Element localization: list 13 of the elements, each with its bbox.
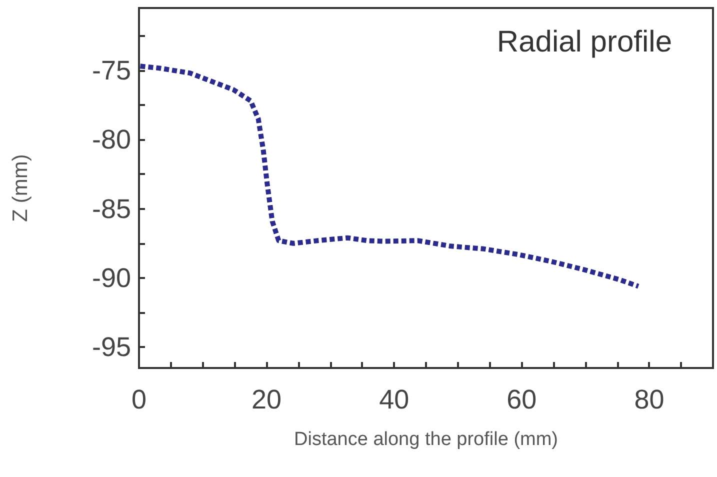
y-tick-label: -90 [92,263,131,293]
x-tick-label: 80 [634,384,664,414]
y-tick-label: -85 [92,194,131,224]
text: Radial profile [496,26,672,58]
x-tick-label: 60 [506,384,537,414]
y-axis-title: Z (mm) [9,154,32,222]
y-tick-label: -80 [92,124,131,155]
x-tick-label: 20 [252,384,282,414]
x-tick-label: 40 [379,384,410,414]
x-axis-title: Distance along the profile (mm) [294,429,558,450]
x-tick-label: 0 [131,384,147,414]
y-tick-label: -75 [92,55,131,86]
y-tick-label: -95 [92,332,131,362]
